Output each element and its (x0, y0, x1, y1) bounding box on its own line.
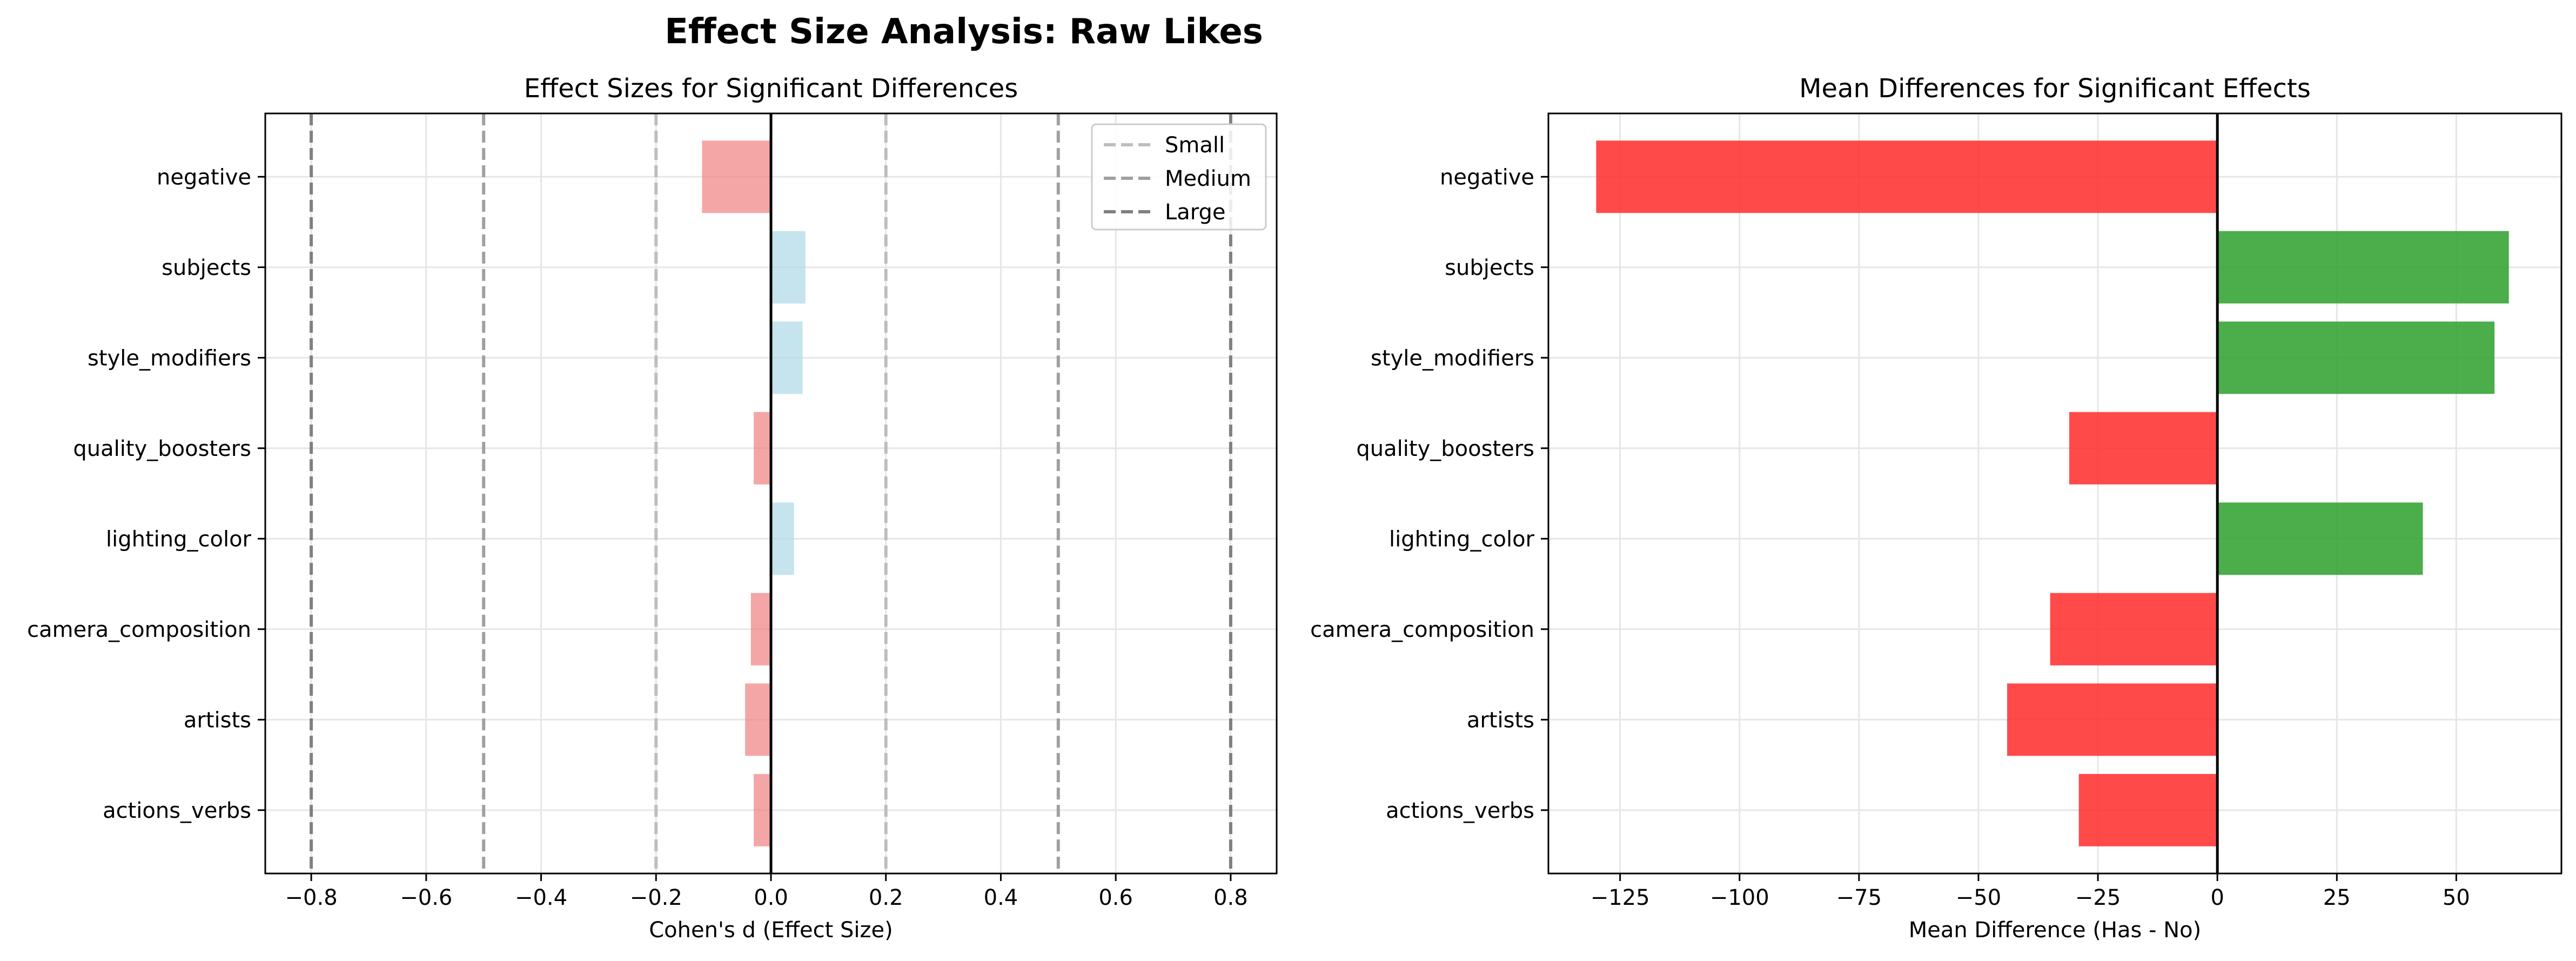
bar-subjects (2217, 231, 2509, 304)
panel-2: −125 −100 −75 −50 −25 0 25 50 negative subjects st… (1310, 73, 2562, 943)
y-tick-label: style_modifiers (88, 346, 251, 371)
legend-box (1091, 123, 1267, 231)
x-tick-label: −25 (2075, 885, 2121, 910)
bar-negative (1596, 140, 2218, 213)
bar-camera_composition (750, 593, 771, 666)
bar-negative (702, 140, 771, 213)
x-tick-label: 0.0 (754, 885, 788, 910)
x-tick-label: 0.6 (1098, 885, 1133, 910)
x-tick-label: 0.2 (869, 885, 903, 910)
legend: Small Medium Large (1091, 123, 1267, 231)
figure-title: Effect Size Analysis: Raw Likes (665, 12, 1263, 52)
y-tick-label: artists (1467, 708, 1534, 732)
bar-actions_verbs (2078, 774, 2218, 846)
y-tick-label: lighting_color (106, 527, 252, 552)
x-tick-label: −0.4 (515, 885, 567, 910)
bar-subjects (771, 231, 806, 304)
x-tick-label: −0.2 (630, 885, 682, 910)
y-tick-label: lighting_color (1389, 527, 1535, 552)
bar-lighting_color (771, 502, 794, 575)
y-tick-label: subjects (162, 256, 251, 280)
bar-style_modifiers (771, 321, 803, 394)
x-tick-label: 25 (2323, 885, 2351, 910)
panel-title: Mean Differences for Significant Effects (1799, 73, 2311, 104)
x-tick-label: −0.8 (285, 885, 338, 910)
y-tick-label: actions_verbs (1386, 798, 1534, 823)
plot-frame (1547, 112, 2562, 875)
x-tick-label: −0.6 (400, 885, 452, 910)
y-tick-label: negative (157, 165, 251, 190)
y-tick-label: actions_verbs (103, 798, 251, 823)
x-tick-label: 0.4 (984, 885, 1018, 910)
panel-1: −0.8 −0.6 −0.4 −0.2 0.0 0.2 0.4 0.6 0.8 negative s… (27, 73, 1278, 943)
x-tick-label: −50 (1956, 885, 2001, 910)
x-tick-label: −100 (1710, 885, 1769, 910)
x-axis-label: Cohen's d (Effect Size) (649, 918, 893, 943)
x-tick-label: 50 (2443, 885, 2470, 910)
y-tick-label: quality_boosters (73, 436, 251, 461)
bar-artists (2007, 683, 2218, 756)
bar-camera_composition (2050, 593, 2218, 666)
bar-quality_boosters (2069, 412, 2218, 485)
panel-title: Effect Sizes for Significant Differences (524, 73, 1018, 104)
bar-actions_verbs (754, 774, 771, 846)
legend-label-small: Small (1165, 133, 1225, 158)
x-axis-label: Mean Difference (Has - No) (1909, 918, 2202, 943)
bar-style_modifiers (2217, 321, 2495, 394)
y-tick-label: subjects (1445, 256, 1534, 280)
bar-lighting_color (2217, 502, 2423, 575)
x-tick-label: −75 (1836, 885, 1882, 910)
x-tick-label: −125 (1591, 885, 1650, 910)
bar-artists (745, 683, 771, 756)
y-tick-label: quality_boosters (1356, 436, 1534, 461)
bar-quality_boosters (754, 412, 771, 485)
y-tick-label: artists (184, 708, 251, 732)
legend-label-large: Large (1165, 200, 1226, 225)
legend-label-medium: Medium (1165, 166, 1251, 191)
y-tick-label: camera_composition (1310, 617, 1534, 642)
x-tick-label: 0.8 (1213, 885, 1248, 910)
y-tick-label: style_modifiers (1371, 346, 1534, 371)
x-tick-label: 0 (2210, 885, 2224, 910)
y-tick-label: negative (1440, 165, 1534, 190)
y-tick-label: camera_composition (27, 617, 251, 642)
